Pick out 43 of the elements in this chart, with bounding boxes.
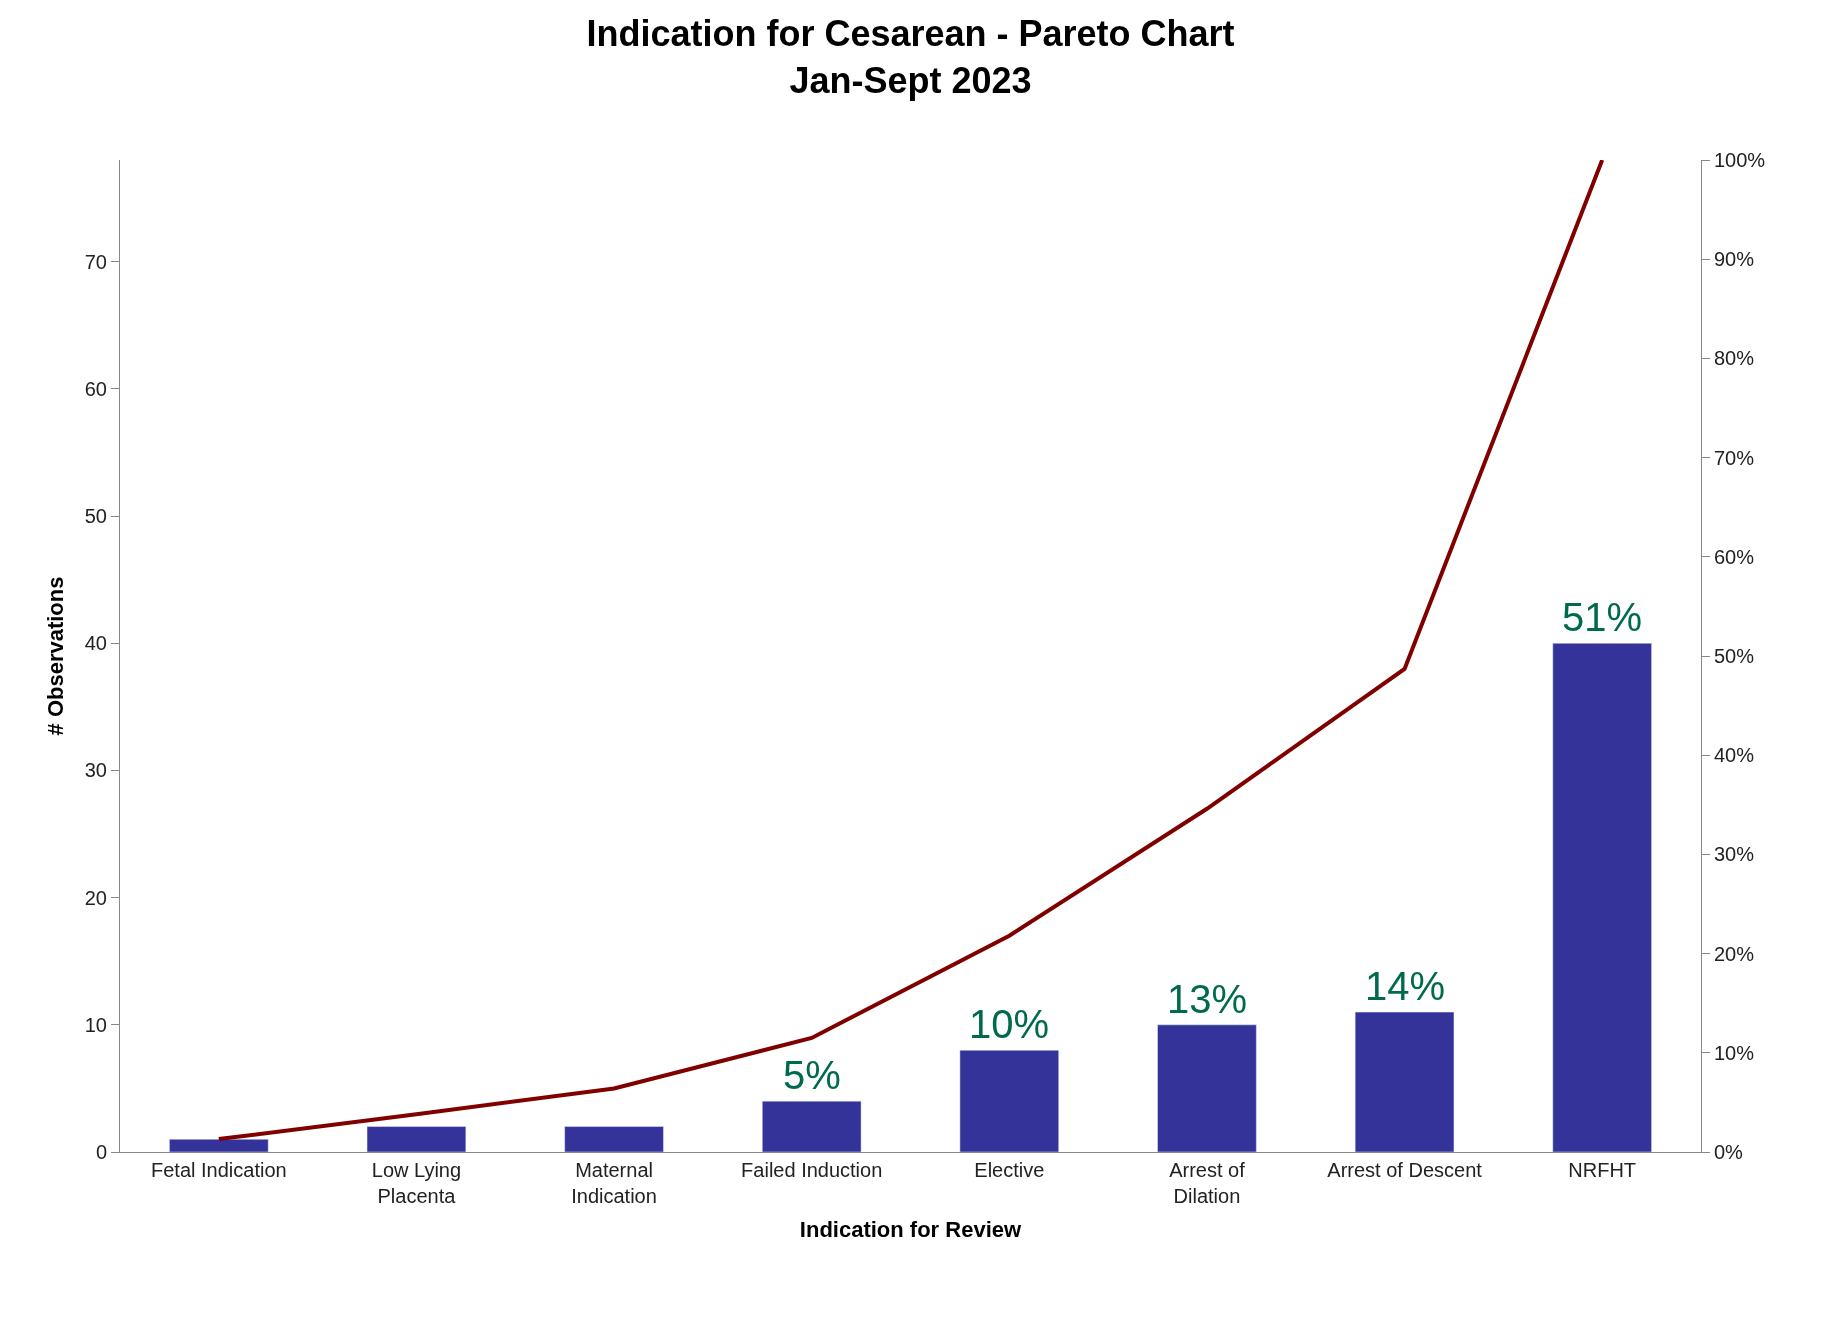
x-tick-label: Low Lying Placenta bbox=[371, 1159, 462, 1207]
bar bbox=[762, 1100, 862, 1152]
y2-tick-label: 70% bbox=[1714, 446, 1755, 469]
x-tick-label: Elective bbox=[974, 1159, 1045, 1181]
bar bbox=[1354, 1011, 1455, 1152]
y-tick-label: 50 bbox=[84, 505, 107, 528]
x-axis-title: Indication for Review bbox=[799, 1216, 1023, 1242]
y-tick-label: 10 bbox=[84, 1013, 107, 1036]
bar bbox=[564, 1126, 664, 1152]
bar bbox=[1552, 643, 1652, 1152]
x-tick-label: Arrest of Dilation bbox=[1169, 1159, 1246, 1207]
annotation: 5% bbox=[783, 1053, 841, 1097]
bar bbox=[1157, 1024, 1257, 1152]
x-tick-label: Arrest of Descent bbox=[1327, 1159, 1483, 1181]
annotation: 51% bbox=[1562, 595, 1643, 639]
x-tick-label: Failed Induction bbox=[741, 1159, 883, 1181]
annotation: 13% bbox=[1167, 977, 1248, 1021]
y-tick-label: 0 bbox=[95, 1141, 107, 1163]
y-tick-label: 60 bbox=[84, 377, 107, 400]
y2-tick-label: 80% bbox=[1714, 347, 1755, 370]
y-axis-title: # Observations bbox=[42, 576, 68, 736]
bar bbox=[169, 1139, 269, 1152]
annotation: 14% bbox=[1365, 964, 1446, 1008]
chart-title: Indication for Cesarean - Pareto Chart Jan-Sept 2023 bbox=[586, 13, 1235, 102]
y-tick-label: 20 bbox=[84, 886, 107, 909]
x-tick-label: Maternal Indication bbox=[571, 1159, 657, 1207]
x-tick-label: Fetal Indication bbox=[150, 1159, 287, 1181]
y-tick-label: 70 bbox=[84, 250, 107, 273]
y2-tick-label: 10% bbox=[1714, 1041, 1755, 1064]
y2-tick-label: 20% bbox=[1714, 942, 1755, 965]
bar bbox=[366, 1126, 467, 1152]
x-tick-label: NRFHT bbox=[1568, 1159, 1637, 1181]
y2-tick-label: 40% bbox=[1714, 744, 1755, 767]
y-tick-label: 30 bbox=[84, 759, 107, 782]
annotation: 10% bbox=[969, 1002, 1050, 1046]
y-tick-label: 40 bbox=[84, 632, 107, 655]
y2-tick-label: 50% bbox=[1714, 645, 1755, 667]
y2-tick-label: 100% bbox=[1714, 149, 1766, 171]
y2-tick-label: 30% bbox=[1714, 843, 1755, 866]
y2-tick-label: 0% bbox=[1714, 1141, 1744, 1163]
y2-tick-label: 90% bbox=[1714, 248, 1755, 271]
bar bbox=[959, 1050, 1059, 1152]
y2-tick-label: 60% bbox=[1714, 545, 1755, 568]
